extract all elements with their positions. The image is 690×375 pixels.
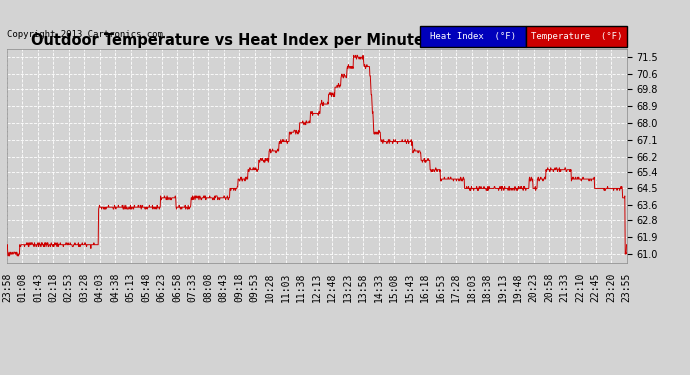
Text: Temperature  (°F): Temperature (°F) — [531, 32, 622, 41]
Title: Outdoor Temperature vs Heat Index per Minute (24 Hours) 20131005: Outdoor Temperature vs Heat Index per Mi… — [30, 33, 603, 48]
Text: Heat Index  (°F): Heat Index (°F) — [430, 32, 516, 41]
Text: Copyright 2013 Cartronics.com: Copyright 2013 Cartronics.com — [7, 30, 163, 39]
